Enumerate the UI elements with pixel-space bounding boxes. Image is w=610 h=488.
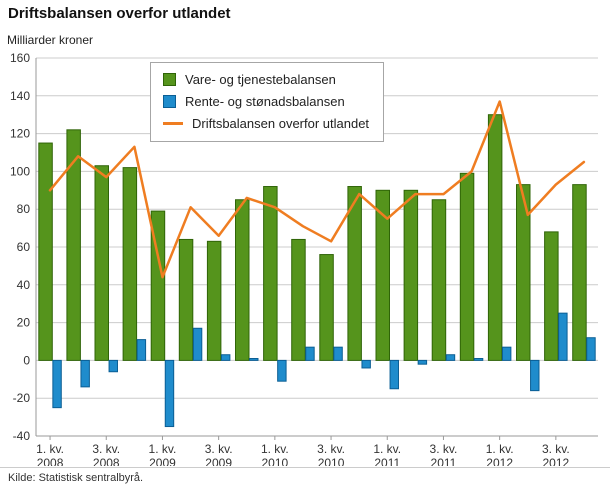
bar-interest-transfers [305,346,315,361]
x-tick-label-quarter: 3. kv. [92,442,120,456]
bar-goods-services [150,210,166,361]
bar-interest-transfers [361,359,371,369]
bar-interest-transfers [333,346,343,361]
bar-interest-transfers [586,337,596,361]
bar-goods-services [572,184,587,361]
bar-interest-transfers [417,359,428,365]
x-tick-label-quarter: 1. kv. [149,442,177,456]
y-tick-label: 160 [10,51,30,65]
blue-bar-swatch-icon [163,95,176,108]
y-tick-label: -40 [13,429,31,443]
y-tick-label: 140 [10,89,30,103]
legend-label: Driftsbalansen overfor utlandet [192,116,370,131]
bar-goods-services [487,114,503,361]
y-tick-label: 0 [23,353,30,367]
x-tick-label-quarter: 3. kv. [317,442,345,456]
bar-goods-services [235,199,250,361]
legend-item-interest-transfers: Rente- og stønadsbalansen [163,94,369,109]
bar-goods-services [94,165,109,361]
bar-goods-services [178,238,194,361]
bar-goods-services [291,238,306,361]
legend-item-goods-services: Vare- og tjenestebalansen [163,72,369,87]
bar-interest-transfers [136,339,147,361]
bar-goods-services [38,142,53,361]
bar-goods-services [66,129,81,361]
bar-goods-services [263,186,278,361]
bar-interest-transfers [249,358,259,361]
bar-interest-transfers [80,359,90,388]
x-tick-label-quarter: 1. kv. [261,442,289,456]
line-current-account [48,100,586,279]
bar-interest-transfers [445,354,456,361]
y-tick-label: 80 [17,202,31,216]
x-tick-label-quarter: 1. kv. [486,442,514,456]
page-title: Driftsbalansen overfor utlandet [8,5,231,22]
x-tick-label-quarter: 1. kv. [373,442,401,456]
x-tick-label-year: 2009 [149,456,176,466]
bar-interest-transfers [473,358,484,361]
bar-goods-services [375,189,390,361]
x-tick-label-quarter: 1. kv. [36,442,64,456]
legend-label: Rente- og stønadsbalansen [185,94,345,109]
bar-goods-services [206,240,222,361]
bar-goods-services [403,189,419,361]
bar-goods-services [431,199,447,361]
bar-interest-transfers [530,359,540,392]
y-tick-label: 120 [10,127,30,141]
chart-area: 160 140 120 100 80 60 40 20 0 -20 -40 1. kv. 2008 3. … [0,48,610,466]
x-tick-label-year: 2010 [318,456,345,466]
x-tick-label-year: 2009 [205,456,232,466]
y-tick-label: 20 [17,316,31,330]
y-axis-units-label: Milliarder kroner [7,33,94,47]
y-tick-label: 100 [10,164,30,178]
y-tick-label: 40 [17,278,31,292]
bar-interest-transfers [52,359,62,409]
bar-goods-services [319,254,334,361]
legend-label: Vare- og tjenestebalansen [185,72,336,87]
x-tick-label-year: 2010 [261,456,288,466]
x-tick-label-year: 2008 [93,456,120,466]
bar-interest-transfers [501,346,512,361]
green-bar-swatch-icon [163,73,176,86]
x-tick-label-year: 2011 [431,456,457,466]
footer-divider [0,467,610,468]
bar-interest-transfers [558,312,568,361]
bar-interest-transfers [220,354,231,361]
x-tick-label-year: 2012 [486,456,513,466]
legend-item-current-account: Driftsbalansen overfor utlandet [163,116,369,131]
x-tick-label-quarter: 3. kv. [542,442,570,456]
chart-legend: Vare- og tjenestebalansen Rente- og støn… [150,62,385,142]
x-tick-label-year: 2012 [542,456,569,466]
x-tick-label-quarter: 3. kv. [430,442,458,456]
bar-goods-services [544,231,559,361]
bar-interest-transfers [277,359,287,382]
bar-goods-services [122,167,138,361]
x-tick-label-year: 2008 [37,456,64,466]
orange-line-swatch-icon [163,122,183,125]
y-tick-label: 60 [17,240,31,254]
bar-interest-transfers [389,359,399,390]
source-credit: Kilde: Statistisk sentralbyrå. [8,472,144,484]
x-tick-label-quarter: 3. kv. [205,442,233,456]
x-tick-label-year: 2011 [374,456,400,466]
bar-goods-services [347,186,362,361]
bar-goods-services [459,172,475,361]
bar-goods-services [516,184,531,361]
y-tick-label: -20 [13,391,31,405]
bar-interest-transfers [192,327,203,361]
bar-interest-transfers [108,359,118,373]
bar-interest-transfers [164,359,175,428]
